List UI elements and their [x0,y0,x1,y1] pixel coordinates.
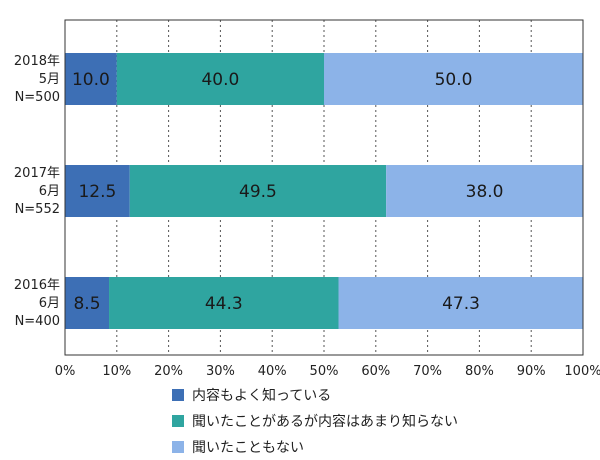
category-label: N=400 [15,314,60,329]
legend: 内容もよく知っている 聞いたことがあるが内容はあまり知らない 聞いたこともない [172,382,458,460]
bar-segment [129,165,387,217]
data-label: 50.0 [435,70,473,90]
category-label: 2016年 [14,278,60,293]
x-tick-label: 40% [258,364,287,379]
legend-label: 聞いたことがあるが内容はあまり知らない [192,414,458,430]
legend-item: 聞いたこともない [172,434,458,460]
legend-label: 聞いたこともない [192,440,304,456]
x-tick-label: 0% [55,364,76,379]
x-tick-label: 100% [564,364,600,379]
category-label: N=552 [15,202,60,217]
legend-item: 聞いたことがあるが内容はあまり知らない [172,408,458,434]
x-tick-label: 10% [102,364,131,379]
x-tick-label: 60% [361,364,390,379]
data-label: 10.0 [72,70,110,90]
data-label: 40.0 [201,70,239,90]
bar-segment [338,277,584,329]
x-tick-label: 30% [206,364,235,379]
legend-item: 内容もよく知っている [172,382,458,408]
bar-segment [116,53,324,105]
category-label: 2017年 [14,166,60,181]
category-label: 2018年 [14,54,60,69]
bar-segment [324,53,583,105]
x-tick-label: 90% [517,364,546,379]
data-label: 38.0 [466,182,504,202]
legend-label: 内容もよく知っている [192,388,332,404]
data-label: 44.3 [205,294,243,314]
bar-segment [386,165,583,217]
legend-swatch [172,389,184,401]
x-tick-label: 80% [465,364,494,379]
category-label: 6月 [39,184,60,199]
legend-swatch [172,415,184,427]
bar-segment [65,165,130,217]
plot-frame [64,19,584,356]
x-tick-label: 20% [154,364,183,379]
x-tick-label: 70% [413,364,442,379]
x-tick-label: 50% [310,364,339,379]
category-label: 6月 [39,296,60,311]
bar-segment [109,277,339,329]
data-label: 49.5 [239,182,277,202]
legend-swatch [172,441,184,453]
category-label: N=500 [15,90,60,105]
data-label: 47.3 [442,294,480,314]
bar-segment [65,277,110,329]
category-label: 5月 [39,72,60,87]
data-label: 12.5 [78,182,116,202]
data-label: 8.5 [73,294,100,314]
bar-segment [65,53,117,105]
